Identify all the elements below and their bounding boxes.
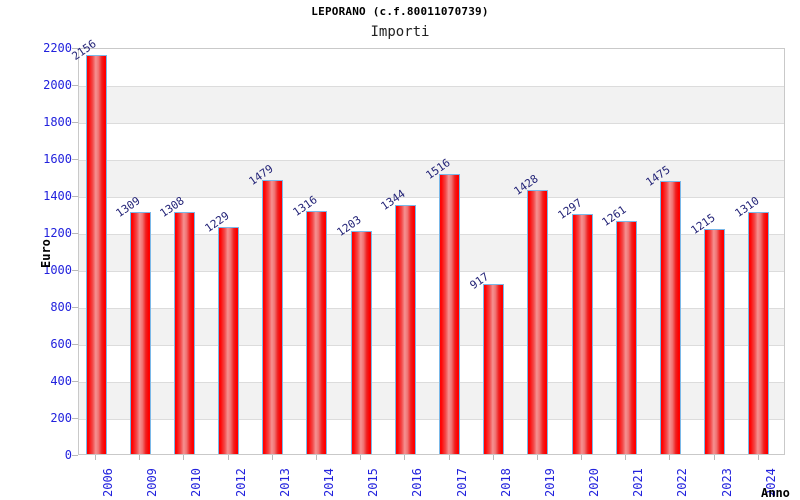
x-axis-tick-label: 2016 xyxy=(410,468,425,497)
gridline xyxy=(79,197,784,198)
bar[interactable] xyxy=(218,226,240,454)
y-axis-tickmark xyxy=(72,381,78,382)
y-axis-tick-label: 400 xyxy=(50,374,72,388)
gridline xyxy=(79,234,784,235)
gridline xyxy=(79,86,784,87)
x-axis-tickmark xyxy=(139,455,141,460)
x-axis-tickmark xyxy=(360,455,362,460)
y-axis-tickmark xyxy=(72,196,78,197)
x-axis-tick-label: 2019 xyxy=(542,468,557,497)
x-axis-tick-label: 2009 xyxy=(145,468,160,497)
x-axis-tick-label: 2006 xyxy=(101,468,115,497)
bar[interactable] xyxy=(173,212,195,454)
x-axis-tickmark xyxy=(713,455,715,460)
y-axis-tickmark xyxy=(72,85,78,86)
y-axis-tick-label: 800 xyxy=(50,300,72,314)
y-axis-tickmark xyxy=(72,122,78,123)
plot-band xyxy=(79,86,784,123)
x-axis-tick-label: 2020 xyxy=(587,468,602,497)
bar[interactable] xyxy=(527,189,549,454)
bar[interactable] xyxy=(439,173,460,454)
bar[interactable] xyxy=(394,205,416,454)
bar[interactable] xyxy=(306,210,328,454)
y-axis-tickmark xyxy=(72,307,78,308)
gridline xyxy=(79,419,784,420)
y-axis-tickmark xyxy=(72,455,78,456)
bar[interactable] xyxy=(571,214,593,454)
y-axis-tick-label: 0 xyxy=(64,448,72,462)
gridline xyxy=(79,308,784,309)
x-axis-tickmark xyxy=(315,455,317,460)
x-axis-tick-label: 2023 xyxy=(719,468,734,497)
x-axis-title: Anno xyxy=(761,486,790,500)
x-axis-tick-label: 2012 xyxy=(233,468,248,497)
bar[interactable] xyxy=(659,181,681,454)
x-axis-tick-label: 2017 xyxy=(454,468,469,497)
x-axis-tick-label: 2018 xyxy=(498,468,513,497)
y-axis-tick-label: 1800 xyxy=(43,115,72,129)
x-axis-tick-label: 2021 xyxy=(631,468,646,497)
y-axis-tickmark xyxy=(72,270,78,271)
gridline xyxy=(79,345,784,346)
x-axis-tickmark xyxy=(183,455,185,460)
bar[interactable] xyxy=(85,55,107,454)
bar[interactable] xyxy=(704,229,726,454)
y-axis-tickmark xyxy=(72,418,78,419)
x-axis-tickmark xyxy=(669,455,671,460)
y-axis-tickmark xyxy=(72,233,78,234)
y-axis-tick-label: 2200 xyxy=(43,41,72,55)
x-axis-tick-label: 2015 xyxy=(366,468,381,497)
plot-area xyxy=(78,48,785,455)
chart-title: LEPORANO (c.f.80011070739) xyxy=(311,5,489,18)
gridline xyxy=(79,123,784,124)
gridline xyxy=(79,382,784,383)
x-axis-tick-label: 2010 xyxy=(189,468,204,497)
y-axis-tick-label: 1200 xyxy=(43,226,72,240)
y-axis-tick-label: 1600 xyxy=(43,152,72,166)
x-axis-tick-label: 2014 xyxy=(321,468,336,497)
x-axis-tickmark xyxy=(95,455,96,460)
y-axis-tick-label: 200 xyxy=(50,411,72,425)
y-axis-tickmark xyxy=(72,344,78,345)
x-axis-tickmark xyxy=(404,455,406,460)
chart-subtitle: Importi xyxy=(370,24,430,40)
x-axis-tick-label: 2013 xyxy=(277,468,292,497)
y-axis-tick-label: 600 xyxy=(50,337,72,351)
bar[interactable] xyxy=(129,211,151,454)
y-axis-tick-labels: 0 200 400 600 800 1000 1200 1400 1600 1800 2000 220… xyxy=(0,0,78,500)
y-axis-title: Euro xyxy=(39,239,53,268)
y-axis-tick-label: 1000 xyxy=(43,263,72,277)
x-axis-tickmark xyxy=(536,455,538,460)
bar[interactable] xyxy=(483,284,505,454)
y-axis-tick-label: 2000 xyxy=(43,78,72,92)
x-axis-tickmark xyxy=(271,455,273,460)
y-axis-tick-label: 1400 xyxy=(43,189,72,203)
x-axis-tickmark xyxy=(448,455,450,460)
x-axis-tickmark xyxy=(625,455,627,460)
x-axis-tickmark xyxy=(581,455,583,460)
bar[interactable] xyxy=(615,220,637,454)
gridline xyxy=(79,160,784,161)
x-axis-tick-label: 2022 xyxy=(675,468,690,497)
y-axis-tickmark xyxy=(72,48,78,49)
bar[interactable] xyxy=(262,180,284,454)
x-axis-tickmark xyxy=(227,455,229,460)
bar[interactable] xyxy=(748,211,770,454)
gridline xyxy=(79,271,784,272)
bar[interactable] xyxy=(350,231,372,454)
y-axis-tickmark xyxy=(72,159,78,160)
x-axis-tickmark xyxy=(492,455,494,460)
x-axis-tickmark xyxy=(757,455,759,460)
